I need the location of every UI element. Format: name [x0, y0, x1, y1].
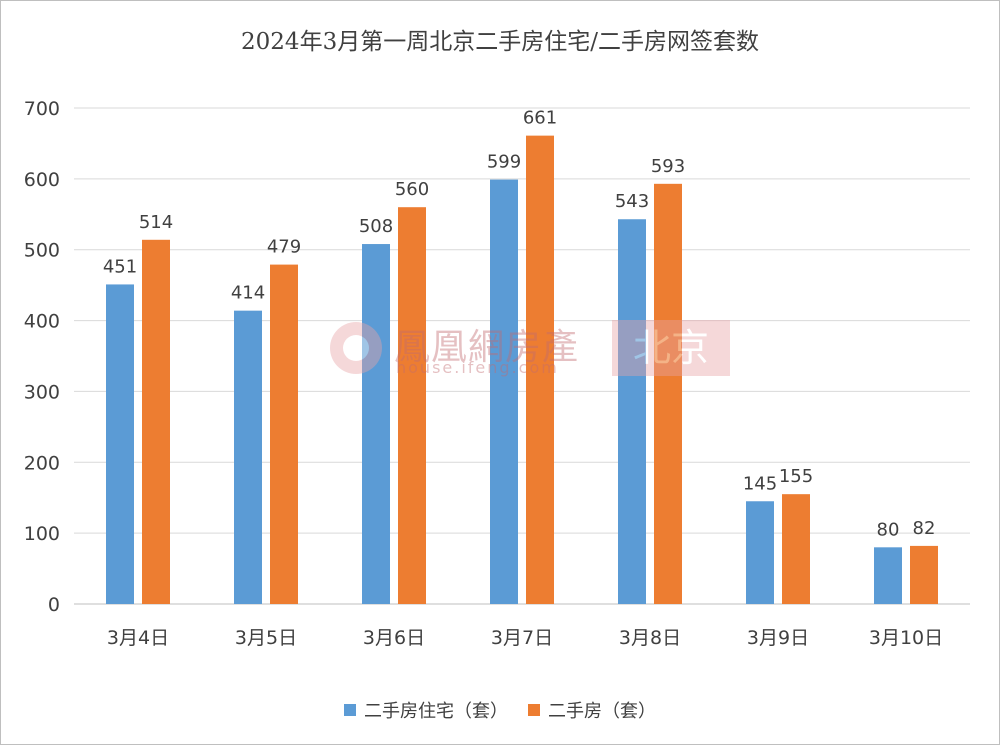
data-label: 414 — [231, 283, 265, 304]
data-label: 543 — [615, 191, 649, 212]
bar — [910, 545, 938, 604]
data-label: 599 — [487, 152, 521, 173]
legend-swatch — [528, 704, 540, 716]
data-label: 479 — [267, 237, 301, 258]
legend-label: 二手房（套） — [548, 701, 656, 722]
data-label: 560 — [395, 179, 429, 200]
bar — [618, 219, 646, 604]
y-tick-label: 700 — [24, 98, 60, 120]
x-tick-label: 3月8日 — [619, 627, 681, 649]
bar — [782, 494, 810, 604]
bar — [362, 244, 390, 604]
bar — [746, 501, 774, 604]
data-label: 593 — [651, 156, 685, 177]
chart-title: 2024年3月第一周北京二手房住宅/二手房网签套数 — [241, 29, 759, 55]
bar — [490, 179, 518, 604]
chart-legend: 二手房住宅（套） 二手房（套） — [0, 697, 1000, 723]
x-tick-label: 3月4日 — [107, 627, 169, 649]
data-label: 145 — [743, 473, 777, 494]
y-tick-label: 500 — [24, 240, 60, 262]
x-tick-label: 3月10日 — [869, 627, 943, 649]
bar — [234, 310, 262, 604]
data-label: 82 — [913, 518, 936, 539]
x-tick-label: 3月7日 — [491, 627, 553, 649]
bar — [526, 135, 554, 605]
bar — [398, 207, 426, 604]
y-tick-label: 0 — [48, 594, 60, 616]
bar — [654, 183, 682, 604]
y-tick-label: 300 — [24, 381, 60, 403]
y-tick-label: 100 — [24, 523, 60, 545]
y-tick-label: 200 — [24, 452, 60, 474]
bar — [874, 547, 902, 604]
bar — [142, 239, 170, 604]
x-tick-label: 3月5日 — [235, 627, 297, 649]
bar — [270, 264, 298, 604]
y-tick-label: 600 — [24, 169, 60, 191]
legend-label: 二手房住宅（套） — [364, 701, 508, 722]
x-tick-label: 3月6日 — [363, 627, 425, 649]
data-label: 661 — [523, 108, 557, 129]
legend-item: 二手房住宅（套） — [344, 697, 508, 723]
bar — [106, 284, 134, 604]
legend-item: 二手房（套） — [528, 697, 656, 723]
data-label: 80 — [877, 519, 900, 540]
legend-swatch — [344, 704, 356, 716]
data-label: 155 — [779, 466, 813, 487]
y-tick-label: 400 — [24, 311, 60, 333]
data-label: 508 — [359, 216, 393, 237]
data-label: 451 — [103, 256, 137, 277]
data-label: 514 — [139, 212, 173, 233]
x-tick-label: 3月9日 — [747, 627, 809, 649]
